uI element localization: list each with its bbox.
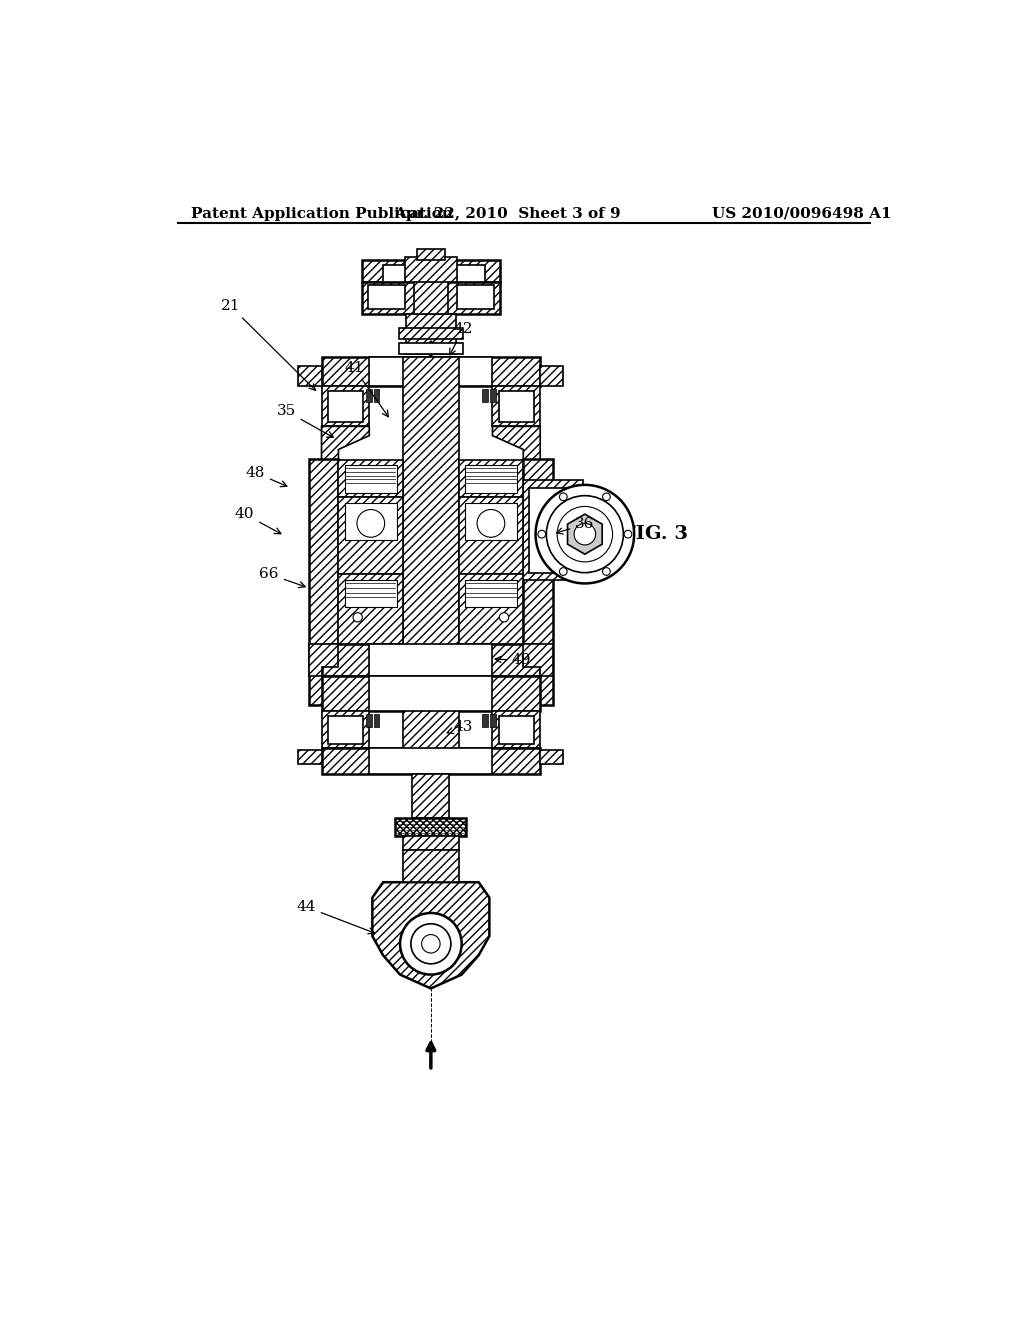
Bar (398, 343, 463, 354)
Text: Apr. 22, 2010  Sheet 3 of 9: Apr. 22, 2010 Sheet 3 of 9 (394, 207, 622, 220)
Bar (345, 465, 397, 492)
Bar (370, 748, 493, 775)
Bar (529, 488, 578, 573)
Bar (541, 367, 563, 387)
Bar (322, 711, 370, 748)
Circle shape (411, 924, 451, 964)
Text: 36: 36 (556, 517, 595, 535)
Bar (374, 388, 379, 403)
Bar (361, 260, 500, 281)
Bar (370, 358, 493, 387)
Text: 41: 41 (344, 360, 388, 417)
Polygon shape (493, 426, 541, 484)
Circle shape (574, 524, 596, 545)
Bar (339, 498, 403, 574)
Text: 43: 43 (447, 719, 473, 734)
Bar (404, 257, 457, 281)
Bar (465, 581, 517, 607)
Bar (370, 644, 493, 676)
Bar (398, 327, 463, 339)
Bar (367, 388, 372, 403)
Bar (322, 748, 541, 775)
Bar (541, 750, 563, 763)
Text: 44: 44 (296, 900, 375, 933)
Circle shape (538, 531, 546, 539)
Bar (403, 836, 459, 850)
Polygon shape (373, 882, 489, 989)
Circle shape (400, 913, 462, 974)
Bar (374, 714, 379, 727)
Text: 42: 42 (450, 322, 473, 355)
Bar (328, 715, 364, 743)
Circle shape (559, 568, 567, 576)
Bar (395, 817, 466, 836)
Text: 21: 21 (221, 300, 315, 391)
Polygon shape (322, 426, 370, 484)
Bar (322, 676, 541, 711)
Bar (523, 480, 584, 581)
Circle shape (602, 492, 610, 500)
Text: 40: 40 (234, 507, 281, 533)
Bar (459, 461, 523, 498)
Bar (459, 498, 523, 574)
Bar (298, 750, 322, 763)
Circle shape (547, 496, 624, 573)
Bar (457, 285, 494, 309)
Text: 49: 49 (495, 653, 531, 668)
Bar (370, 676, 493, 711)
Bar (309, 459, 339, 705)
Bar (403, 358, 459, 750)
Circle shape (477, 510, 505, 537)
Bar (482, 714, 487, 727)
Circle shape (559, 492, 567, 500)
Bar (490, 388, 496, 403)
Bar (413, 775, 450, 817)
Bar (383, 264, 425, 281)
Text: 48: 48 (246, 466, 287, 487)
Polygon shape (309, 644, 339, 676)
Circle shape (625, 531, 632, 539)
Bar (443, 264, 484, 281)
Circle shape (536, 484, 634, 583)
Circle shape (557, 507, 612, 562)
Text: US 2010/0096498 A1: US 2010/0096498 A1 (712, 207, 892, 220)
Bar (499, 391, 535, 422)
Bar (403, 850, 459, 882)
Text: Patent Application Publication: Patent Application Publication (190, 207, 453, 220)
Bar (465, 503, 517, 540)
Circle shape (602, 568, 610, 576)
Circle shape (500, 612, 509, 622)
Bar (482, 388, 487, 403)
Bar (339, 461, 403, 498)
Bar (414, 277, 447, 314)
Bar (465, 465, 517, 492)
Bar (298, 367, 322, 387)
Bar (490, 714, 496, 727)
Bar (499, 715, 535, 743)
Bar (345, 503, 397, 540)
Bar (322, 387, 370, 426)
Bar (361, 281, 500, 314)
Bar (417, 249, 444, 260)
Polygon shape (567, 515, 602, 554)
Bar (322, 644, 541, 676)
Bar (459, 574, 523, 644)
Bar (368, 285, 404, 309)
Circle shape (422, 935, 440, 953)
Text: 35: 35 (276, 404, 333, 437)
Bar (407, 314, 456, 354)
Bar (523, 459, 553, 705)
Polygon shape (523, 644, 553, 676)
Circle shape (353, 612, 362, 622)
Bar (367, 714, 372, 727)
Bar (322, 358, 541, 387)
Bar (493, 387, 541, 426)
Bar (493, 711, 541, 748)
Bar (345, 581, 397, 607)
Circle shape (357, 510, 385, 537)
Bar (328, 391, 364, 422)
Bar (339, 574, 403, 644)
Text: 66: 66 (259, 568, 305, 587)
Text: FIG. 3: FIG. 3 (622, 525, 688, 543)
